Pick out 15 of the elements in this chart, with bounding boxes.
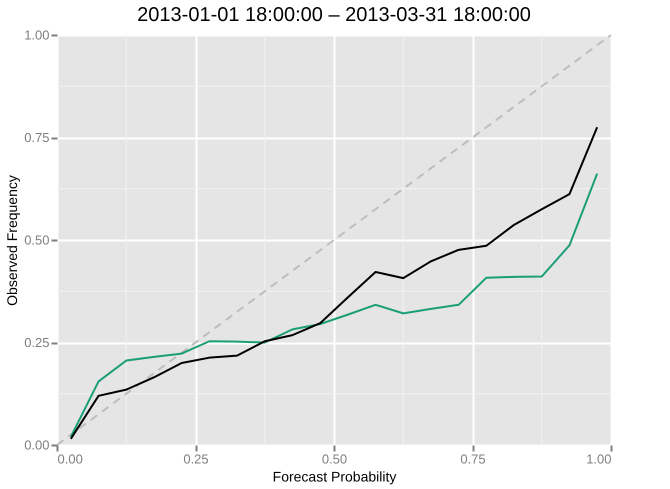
chart-title: 2013-01-01 18:00:00 – 2013-03-31 18:00:00 — [137, 4, 531, 26]
x-tick-label: 0.25 — [183, 452, 209, 466]
y-axis-title: Observed Frequency — [4, 175, 20, 306]
y-tick-label: 0.00 — [24, 438, 50, 452]
y-tick-label: 1.00 — [24, 28, 50, 42]
y-tick-label: 0.50 — [24, 232, 50, 248]
y-tick-label: 0.25 — [24, 335, 50, 350]
x-tick-label: 1.00 — [586, 452, 612, 466]
line-series — [70, 172, 598, 438]
x-tick-label: 0.00 — [58, 452, 83, 466]
x-tick-label: 0.75 — [460, 452, 486, 466]
line-series — [70, 126, 598, 440]
y-tick-label: 0.75 — [24, 130, 50, 145]
x-tick-label: 0.50 — [322, 452, 348, 466]
x-axis-title: Forecast Probability — [272, 468, 396, 484]
